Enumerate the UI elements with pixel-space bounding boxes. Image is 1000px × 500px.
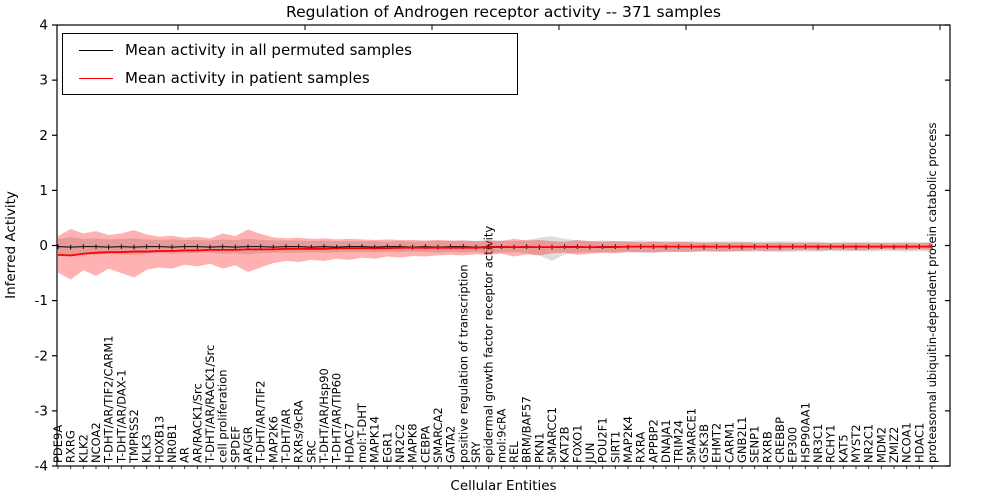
legend-entry-permuted: Mean activity in all permuted samples	[63, 41, 517, 59]
x-tick-label: HOXB13	[152, 416, 166, 463]
x-tick-label: DNAJA1	[659, 419, 673, 463]
x-tick-label: RXRG	[64, 430, 78, 463]
x-tick-label: mol:T-DHT	[355, 402, 369, 463]
x-tick-label: MAPK14	[368, 416, 382, 463]
y-tick-label: -1	[35, 293, 48, 309]
x-tick-label: T-DHT/AR/DAX-1	[114, 369, 128, 464]
y-tick-label: 2	[39, 128, 48, 144]
x-tick-label: KLK3	[140, 434, 154, 463]
x-tick-label: HSP90AA1	[798, 402, 812, 463]
y-tick-label: 3	[39, 73, 48, 89]
x-tick-label: MYST2	[849, 424, 863, 463]
x-tick-label: positive regulation of transcription	[456, 264, 470, 463]
legend-box: Mean activity in all permuted samples Me…	[62, 33, 518, 95]
x-tick-label: KAT2B	[558, 426, 572, 463]
x-tick-label: T-DHT/AR/Hsp90	[317, 368, 331, 464]
x-tick-label: EP300	[786, 427, 800, 463]
x-tick-label: GATA2	[444, 426, 458, 463]
permuted-band	[58, 236, 932, 261]
x-tick-label: HDAC1	[912, 423, 926, 463]
x-tick-label: NR2C1	[862, 424, 876, 463]
x-tick-label: MAPK8	[406, 423, 420, 463]
x-tick-label: mol:9cRA	[494, 409, 508, 463]
x-tick-label: JUN	[583, 443, 597, 464]
patient-band	[58, 228, 932, 280]
x-tick-label: REL	[507, 441, 521, 463]
x-tick-label: NCOA2	[89, 422, 103, 463]
legend-line-black-icon	[79, 49, 113, 51]
x-tick-label: CEBPA	[418, 426, 432, 463]
x-tick-label: proteasomal ubiquitin-dependent protein …	[925, 122, 939, 463]
x-tick-label: T-DHT/AR/TIF2/CARM1	[102, 335, 116, 464]
x-tick-label: AR/RACK1/Src	[190, 383, 204, 463]
x-tick-label: FOXO1	[570, 425, 584, 463]
x-tick-label: epidermal growth factor receptor activit…	[482, 226, 496, 463]
x-tick-label: SMARCC1	[545, 407, 559, 463]
x-tick-label: SENP1	[748, 426, 762, 463]
legend-line-red-icon	[79, 77, 113, 79]
x-tick-label: SMARCA2	[431, 407, 445, 463]
x-tick-label: BRM/BAF57	[520, 396, 534, 463]
x-tick-label: GNB2L1	[735, 417, 749, 463]
x-tick-label: T-DHT/AR/TIF2	[254, 380, 268, 464]
x-tick-label: GSK3B	[697, 424, 711, 463]
x-tick-label: T-DHT/AR	[279, 409, 293, 464]
x-tick-label: AR	[178, 447, 192, 463]
chart-title: Regulation of Androgen receptor activity…	[286, 3, 721, 21]
y-tick-label: 1	[39, 183, 48, 199]
x-tick-label: T-DHT/AR/RACK1/Src	[203, 345, 217, 464]
x-tick-label: EHMT2	[710, 423, 724, 463]
x-tick-label: RCHY1	[824, 425, 838, 463]
x-tick-label: SRY	[469, 440, 483, 463]
legend-entry-patient: Mean activity in patient samples	[63, 69, 517, 87]
y-tick-label: -3	[35, 403, 48, 419]
x-tick-label: ZMIZ2	[887, 427, 901, 463]
x-tick-label: NR2C2	[393, 424, 407, 463]
x-tick-label: EGR1	[380, 432, 394, 464]
x-tick-label: SMARCE1	[684, 408, 698, 463]
x-tick-label: T-DHT/AR/TIP60	[330, 373, 344, 464]
x-tick-label: POU2F1	[596, 417, 610, 463]
x-tick-label: AR/GR	[241, 426, 255, 463]
x-tick-label: MAP2K4	[621, 416, 635, 463]
x-tick-label: NCOA1	[900, 422, 914, 463]
legend-label-permuted: Mean activity in all permuted samples	[125, 41, 412, 59]
x-tick-label: TMPRSS2	[127, 409, 141, 464]
x-tick-label: cell proliferation	[216, 369, 230, 463]
x-tick-label: KLK2	[76, 434, 90, 463]
y-tick-label: -4	[35, 459, 48, 475]
y-tick-label: -2	[35, 348, 48, 364]
x-tick-label: SIRT1	[608, 431, 622, 463]
x-tick-label: RXRA	[634, 432, 648, 463]
x-tick-label: NR3C1	[811, 424, 825, 463]
x-axis-title: Cellular Entities	[450, 478, 557, 494]
x-tick-label: CARM1	[722, 422, 736, 463]
x-tick-label: CREBBP	[773, 417, 787, 463]
x-tick-label: NR0B1	[165, 424, 179, 463]
x-tick-label: APPBP2	[646, 419, 660, 463]
legend-label-patient: Mean activity in patient samples	[125, 69, 370, 87]
x-tick-label: MDM2	[874, 427, 888, 463]
y-tick-label: 4	[39, 18, 48, 34]
y-tick-label: 0	[39, 238, 48, 254]
x-tick-label: SPDEF	[228, 426, 242, 463]
x-tick-label: RXRB	[760, 431, 774, 463]
x-tick-label: RXRs/9cRA	[292, 400, 306, 463]
x-tick-label: HDAC7	[342, 423, 356, 463]
x-tick-label: PDE9A	[51, 425, 65, 463]
x-tick-label: PKN1	[532, 433, 546, 463]
x-tick-label: KAT5	[836, 434, 850, 463]
patient-mean-line	[57, 245, 932, 257]
x-tick-label: TRIM24	[672, 420, 686, 464]
x-tick-label: SRC	[304, 440, 318, 463]
x-tick-label: MAP2K6	[266, 416, 280, 463]
